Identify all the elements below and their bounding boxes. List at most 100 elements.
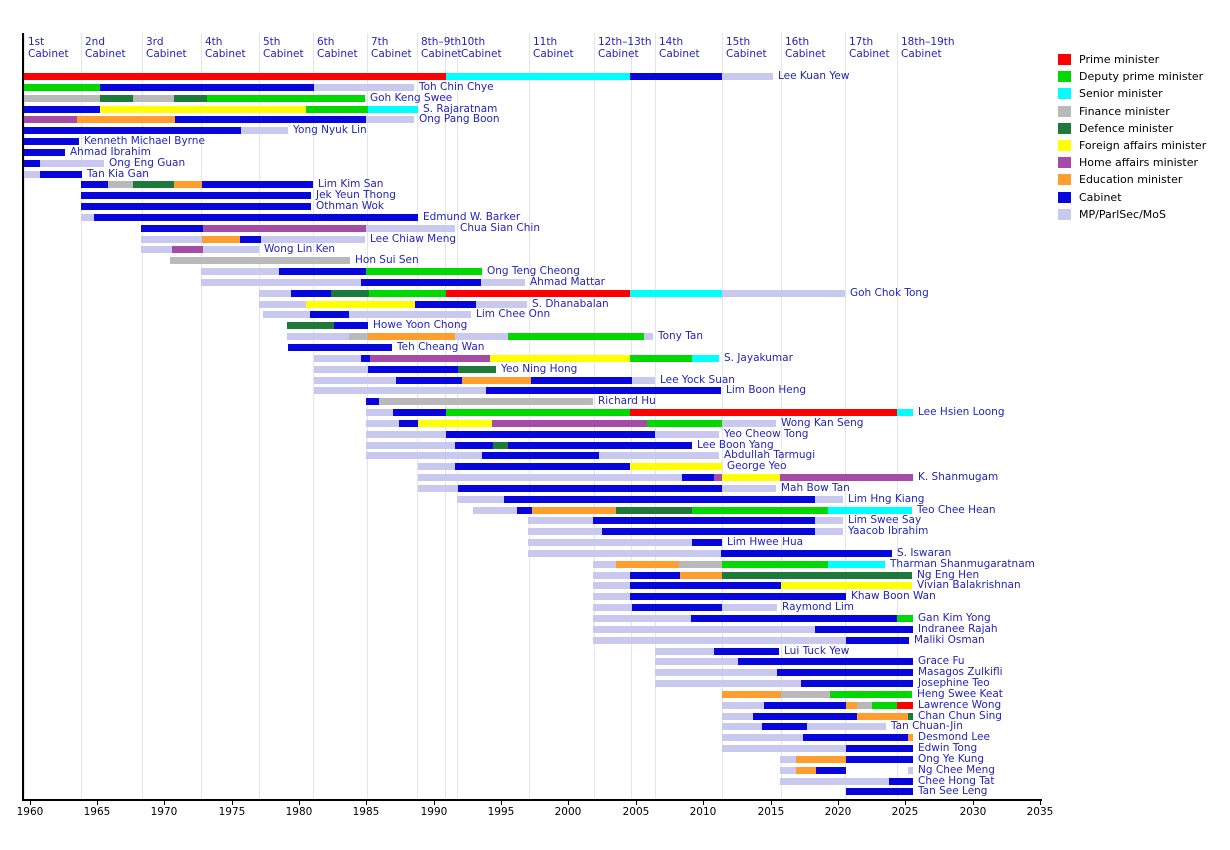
legend-item: MP/ParlSec/MoS <box>1058 208 1228 222</box>
cabinet-ordinal: 10th <box>461 36 486 48</box>
bar-segment-edu <box>174 181 202 189</box>
person-label: Gan Kim Yong <box>918 612 991 624</box>
person-label: Ong Eng Guan <box>109 156 186 169</box>
bar-segment-mp <box>259 289 291 297</box>
grid-line <box>142 33 143 799</box>
axis-tick-label: 2005 <box>622 806 650 818</box>
timeline-row <box>0 159 1230 167</box>
axis-tick <box>636 800 637 805</box>
person-label: S. Rajaratnam <box>423 102 498 115</box>
bar-segment-cab <box>240 235 261 243</box>
bar-segment-def <box>174 94 207 102</box>
bar-segment-sm <box>630 289 722 297</box>
bar-segment-mp <box>314 376 396 384</box>
bar-segment-dpm <box>446 409 630 417</box>
cabinet-word: Cabinet <box>421 48 462 60</box>
bar-segment-sm <box>446 73 630 80</box>
bar-segment-mp <box>722 745 846 753</box>
bar-segment-cab <box>81 192 311 200</box>
bar-segment-mp <box>366 441 455 449</box>
bar-segment-cab <box>368 365 458 373</box>
person-label: Toh Chin Chye <box>419 80 494 93</box>
timeline-row <box>0 517 1230 525</box>
bar-segment-sm <box>828 560 885 568</box>
bar-segment-mp <box>141 235 202 243</box>
bar-segment-cab <box>334 322 368 330</box>
axis-tick <box>973 800 974 805</box>
bar-segment-mp <box>263 311 310 319</box>
bar-segment-cab <box>24 138 79 146</box>
bar-segment-mp <box>366 224 455 232</box>
cabinet-column-label: 17th Cabinet <box>849 36 890 60</box>
timeline-row <box>0 593 1230 601</box>
person-label: Tan See Leng <box>918 785 988 798</box>
legend-swatch-dpm <box>1058 71 1071 82</box>
bar-segment-edu <box>796 766 816 774</box>
axis-tick <box>905 800 906 805</box>
person-label: Yeo Cheow Tong <box>724 427 809 440</box>
bar-segment-mp <box>40 159 104 167</box>
bar-segment-mp <box>366 452 482 460</box>
bar-segment-mp <box>655 669 777 677</box>
bar-segment-dpm <box>647 419 722 427</box>
bar-segment-mp <box>141 246 172 254</box>
axis-tick-label: 2010 <box>689 806 717 818</box>
axis-tick <box>703 800 704 805</box>
bar-segment-mp <box>314 354 361 362</box>
bar-segment-mp <box>655 680 801 688</box>
grid-line <box>81 33 82 799</box>
cabinet-column-label: 4th Cabinet <box>205 36 246 60</box>
person-label: Yong Nyuk Lin <box>293 124 367 137</box>
person-label: S. Iswaran <box>897 546 952 559</box>
timeline-row <box>0 690 1230 698</box>
cabinet-column-label: 5th Cabinet <box>263 36 304 60</box>
bar-segment-mp <box>780 766 796 774</box>
cabinet-ordinal: 15th <box>726 36 751 48</box>
bar-segment-pm <box>630 409 897 417</box>
bar-segment-mp <box>722 712 753 720</box>
timeline-row <box>0 333 1230 341</box>
cabinet-column-label: 11th Cabinet <box>533 36 574 60</box>
person-label: Wong Lin Ken <box>264 243 336 256</box>
legend-item: Defence minister <box>1058 122 1228 136</box>
bar-segment-mp <box>418 474 682 482</box>
bar-segment-mp <box>722 73 773 80</box>
bar-segment-mp <box>722 734 803 742</box>
bar-segment-mp <box>203 246 259 254</box>
bar-segment-cab <box>630 582 781 590</box>
timeline-row <box>0 506 1230 514</box>
bar-segment-mp <box>528 549 721 557</box>
person-label: Lee Kuan Yew <box>778 70 850 82</box>
person-label: Goh Chok Tong <box>850 286 929 299</box>
cabinet-ordinal: 7th <box>371 36 389 48</box>
bar-segment-cab <box>738 658 913 666</box>
legend-swatch-edu <box>1058 174 1071 185</box>
person-label: Teo Chee Hean <box>917 503 996 516</box>
axis-tick <box>164 800 165 805</box>
timeline-row <box>0 604 1230 612</box>
legend-item: Education minister <box>1058 173 1228 187</box>
bar-segment-mp <box>632 376 655 384</box>
timeline-row <box>0 322 1230 330</box>
bar-segment-cab <box>764 701 846 709</box>
bar-segment-def <box>493 441 508 449</box>
cabinet-word: Cabinet <box>371 48 412 60</box>
bar-segment-mp <box>201 278 361 286</box>
cabinet-column-label: 1st Cabinet <box>28 36 69 60</box>
bar-segment-cab <box>517 506 532 514</box>
bar-segment-cab <box>291 289 331 297</box>
bar-segment-ha <box>24 116 77 124</box>
person-label: Lee Boon Yang <box>697 438 774 451</box>
bar-segment-cab <box>81 181 108 189</box>
bar-segment-cab <box>630 571 680 579</box>
bar-segment-cab <box>361 278 481 286</box>
person-label: Lee Chiaw Meng <box>370 232 457 245</box>
cabinet-word: Cabinet <box>533 48 574 60</box>
person-label: Mah Bow Tan <box>781 481 850 494</box>
cabinet-word: Cabinet <box>849 48 890 60</box>
bar-segment-mp <box>722 484 776 492</box>
bar-segment-mp <box>593 625 815 633</box>
bar-segment-edu <box>846 701 857 709</box>
legend-item: Finance minister <box>1058 105 1228 119</box>
